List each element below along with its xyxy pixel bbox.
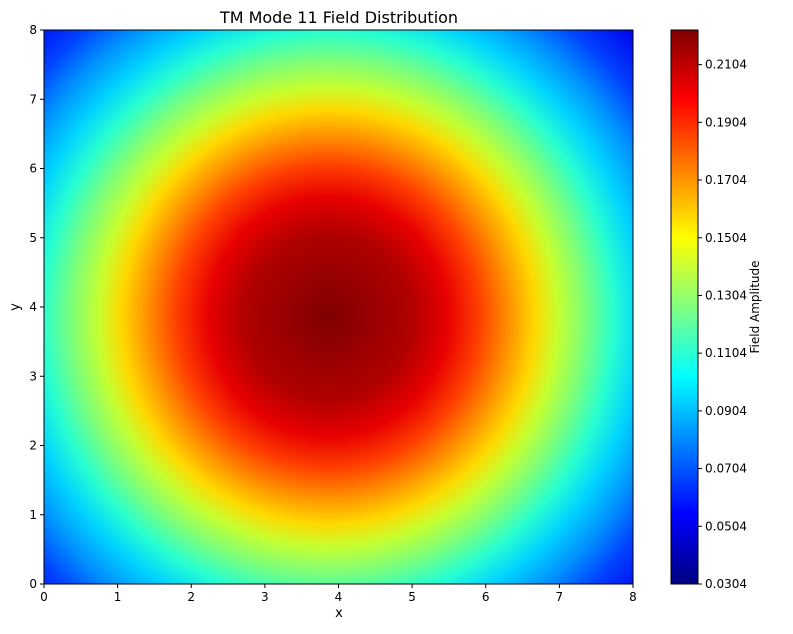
colorbar-tick-label: 0.1904 — [705, 115, 747, 129]
colorbar-ticks: 0.0304 0.0504 0.0704 0.0904 0.1104 0.1304 0.15… — [698, 58, 747, 591]
y-tick-label: 6 — [29, 162, 37, 176]
field-heatmap — [44, 30, 633, 584]
x-axis: 0 1 2 3 4 5 6 7 8 — [40, 584, 637, 604]
x-tick-label: 3 — [261, 590, 269, 604]
x-tick-label: 5 — [408, 590, 416, 604]
colorbar-tick-label: 0.0904 — [705, 404, 747, 418]
x-axis-label: x — [335, 606, 343, 621]
x-tick-label: 8 — [629, 590, 637, 604]
colorbar-tick-label: 0.1504 — [705, 231, 747, 245]
y-tick-label: 4 — [29, 300, 37, 314]
x-tick-label: 7 — [556, 590, 564, 604]
colorbar-scale — [670, 29, 699, 585]
colorbar-tick-label: 0.1704 — [705, 173, 747, 187]
x-tick-label: 6 — [482, 590, 490, 604]
y-tick-label: 7 — [29, 92, 37, 106]
colorbar-tick-label: 0.1304 — [705, 288, 747, 302]
colorbar: 0.0304 0.0504 0.0704 0.0904 0.1104 0.1304 0.15… — [670, 29, 762, 591]
colorbar-tick-label: 0.0304 — [705, 577, 747, 591]
y-tick-label: 8 — [29, 23, 37, 37]
colorbar-tick-label: 0.0504 — [705, 519, 747, 533]
x-tick-label: 2 — [187, 590, 195, 604]
chart-title: TM Mode 11 Field Distribution — [219, 8, 458, 27]
y-axis-label: y — [8, 303, 23, 311]
x-tick-label: 1 — [114, 590, 122, 604]
y-tick-label: 2 — [29, 439, 37, 453]
y-tick-label: 5 — [29, 231, 37, 245]
plot-area — [43, 29, 634, 585]
y-tick-label: 0 — [29, 577, 37, 591]
colorbar-tick-label: 0.0704 — [705, 462, 747, 476]
colorbar-label: Field Amplitude — [748, 260, 762, 353]
y-axis: 0 1 2 3 4 5 6 7 8 — [29, 23, 44, 591]
y-tick-label: 1 — [29, 508, 37, 522]
colorbar-tick-label: 0.1104 — [705, 346, 747, 360]
colorbar-tick-label: 0.2104 — [705, 58, 747, 72]
x-tick-label: 4 — [335, 590, 343, 604]
x-tick-label: 0 — [40, 590, 48, 604]
y-tick-label: 3 — [29, 369, 37, 383]
